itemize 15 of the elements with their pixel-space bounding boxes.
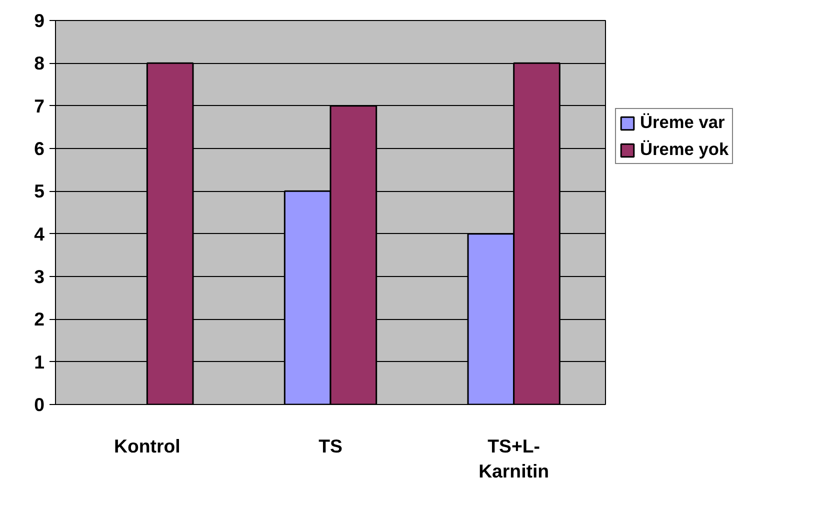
legend-label: Üreme var <box>640 112 725 133</box>
y-tick-label: 6 <box>34 138 45 159</box>
legend-label: Üreme yok <box>640 139 729 160</box>
y-tick-label: 3 <box>34 266 45 287</box>
x-tick-label: TS <box>318 436 342 456</box>
y-tick-label: 5 <box>34 180 45 202</box>
y-tick-label: 2 <box>34 308 45 330</box>
y-tick-label: 8 <box>34 52 45 74</box>
y-tick-label: 4 <box>34 223 46 244</box>
x-tick-label: TS+L-Karnitin <box>478 436 550 482</box>
y-tick-label: 0 <box>34 394 45 415</box>
y-tick-label: 9 <box>34 10 45 31</box>
y-tick-label: 1 <box>34 351 45 372</box>
x-tick-label: Kontrol <box>114 436 180 456</box>
y-tick-label: 7 <box>34 95 45 116</box>
